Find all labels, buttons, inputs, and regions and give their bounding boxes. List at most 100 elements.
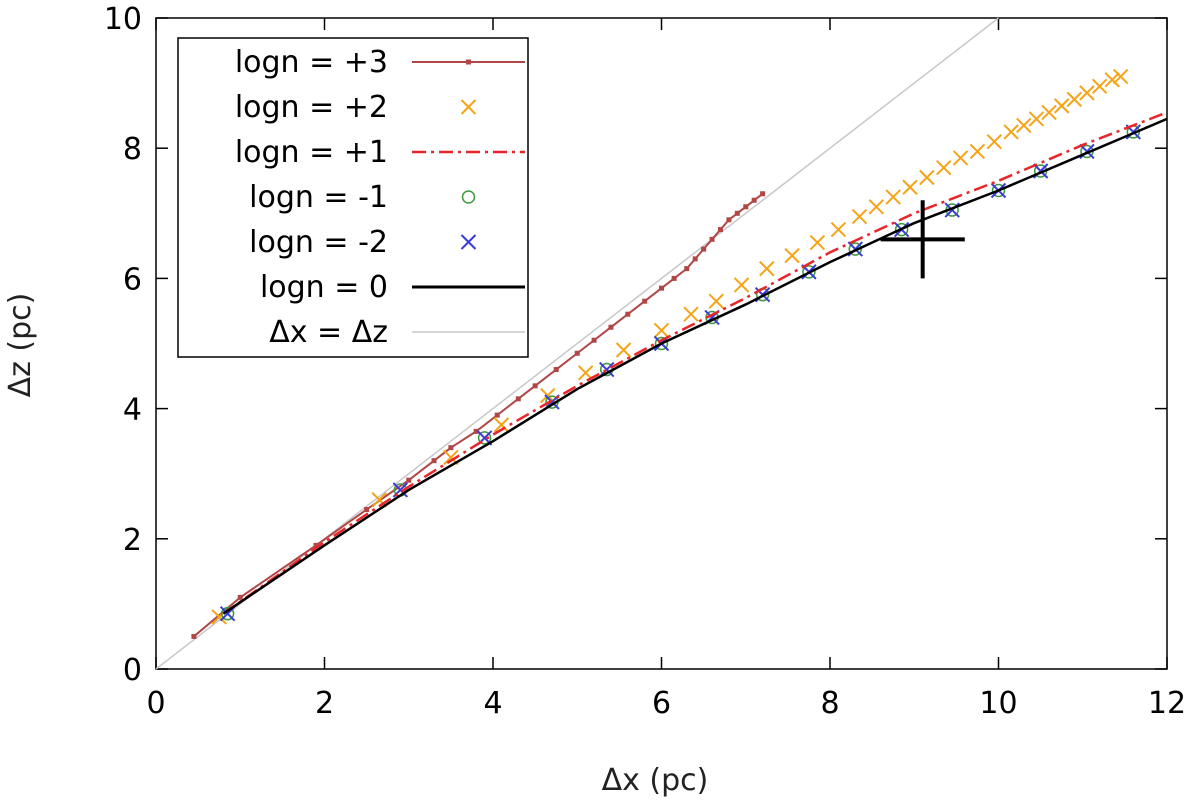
x-tick-label: 6 (652, 686, 671, 721)
series-lognp3-point (313, 542, 319, 548)
series-lognp2-point (1112, 68, 1129, 85)
series-lognp2-point (784, 247, 800, 264)
series-lognp3-point (671, 275, 677, 281)
series-lognp3-point (448, 445, 454, 451)
legend-label: logn = -1 (249, 180, 388, 215)
series-logn-2-point (599, 361, 615, 378)
series-lognp3-point (553, 367, 559, 373)
series-lognp2-point (1091, 78, 1108, 95)
series-lognp2-point (809, 234, 826, 251)
series-lognp3-point (591, 337, 597, 343)
series-lognp2-point (708, 293, 724, 309)
series-lognp3-point (717, 227, 723, 233)
series-lognp3-point (473, 428, 479, 434)
legend-entry: logn = -2 (249, 225, 477, 260)
series-lognp2-point (952, 150, 969, 166)
series-lognp2-point (902, 179, 918, 195)
series-lognp2-point (830, 221, 847, 238)
series-lognp3-point (364, 507, 370, 513)
plot-area (155, 17, 1168, 670)
x-tick-label: 2 (315, 686, 334, 721)
legend-label: Δx = Δz (269, 315, 388, 350)
annotation-layer (880, 200, 965, 279)
x-tick-label: 12 (1148, 686, 1186, 721)
tick-labels: 0 2 4 6 8 10 12 0 2 4 6 8 10 (104, 2, 1186, 721)
legend-entry: logn = +1 (235, 135, 525, 170)
series-lognp3-point (608, 324, 614, 330)
y-tick-label: 4 (123, 393, 142, 428)
series-lognp3-point (625, 311, 631, 317)
series-lognp2-point (969, 143, 986, 160)
x-tick-label: 8 (820, 686, 839, 721)
legend-swatch (460, 99, 477, 115)
series-lognp2-point (986, 133, 1002, 150)
series-lognp3-point (237, 594, 243, 600)
series-lognp2-point (1003, 124, 1019, 140)
legend-label: logn = -2 (249, 225, 388, 260)
y-tick-label: 0 (123, 653, 142, 688)
legend-box (177, 37, 529, 358)
y-tick-label: 6 (123, 262, 142, 297)
series-lognp3-point (751, 197, 757, 203)
series-lognp2-point (868, 199, 885, 215)
observation-cross-marker (880, 200, 965, 279)
y-axis-label: Δz (pc) (3, 293, 38, 398)
series-lognp2-point (1104, 72, 1120, 88)
series-lognp3-point (406, 477, 412, 483)
series-lognp2-point (759, 260, 775, 277)
series-lognp3-point (701, 246, 707, 252)
series-lognp2-point (936, 160, 952, 176)
legend-label: logn = 0 (260, 270, 388, 305)
series-lognp2-point (615, 342, 632, 358)
series-logn0-line (222, 117, 1168, 615)
series-lognp2-point (1066, 91, 1083, 108)
series-lognp2-point (1041, 104, 1057, 121)
series-lognp2-point (493, 417, 510, 433)
axes-frame (155, 17, 1168, 670)
series-lognp2-point (1079, 85, 1095, 101)
series-lognp2-point (653, 322, 670, 339)
x-tick-label: 10 (979, 686, 1017, 721)
series-logn-1-point (894, 222, 909, 237)
legend-entry: logn = +2 (235, 90, 477, 125)
series-lognp3-point (532, 383, 538, 389)
legend-swatch (461, 190, 476, 204)
x-tick-label: 4 (483, 686, 502, 721)
series-lognp2-point (1016, 117, 1032, 134)
legend-entry: logn = 0 (260, 270, 525, 305)
series-lognp3-point (431, 458, 437, 464)
legend-entry: logn = -1 (249, 180, 476, 215)
series-lognp3-point (574, 350, 580, 356)
series-logn-1-point (654, 336, 669, 351)
series-lognp3-point (726, 217, 732, 223)
legend: logn = +3 logn = +2 logn = +1 logn = -1 logn… (177, 37, 529, 358)
series-lognp3-point (642, 298, 648, 304)
y-tick-label: 10 (104, 2, 142, 37)
series-lognp2-point (683, 306, 699, 322)
legend-entry: Δx = Δz (269, 315, 525, 350)
series-lognp3-point (494, 412, 500, 418)
x-tick-label: 0 (146, 686, 165, 721)
series-logn-1-point (220, 606, 235, 621)
series-lognp3-point (659, 285, 664, 291)
series-lognp2-point (1053, 98, 1070, 114)
series-lognp3-point (743, 204, 749, 210)
legend-label: logn = +1 (235, 135, 388, 170)
legend-swatch-point (466, 59, 471, 65)
series-lognp2-point (919, 169, 935, 186)
series-logn-1-point (477, 431, 492, 445)
series-lognp3-point (734, 210, 740, 216)
series-lognp3-point (684, 266, 690, 272)
series-logn-1-point (802, 265, 816, 279)
series-lognp3-point (709, 236, 715, 242)
series-lognp2-point (733, 277, 750, 293)
series-lognp3-point (760, 191, 766, 197)
legend-swatch (460, 234, 477, 250)
series-lognp2-point (851, 208, 868, 225)
series-lognp2-point (885, 189, 901, 205)
legend-entry: logn = +3 (235, 45, 525, 80)
y-tick-label: 2 (123, 523, 142, 558)
series-lognp3-point (515, 396, 521, 402)
x-axis-label: Δx (pc) (602, 763, 709, 798)
